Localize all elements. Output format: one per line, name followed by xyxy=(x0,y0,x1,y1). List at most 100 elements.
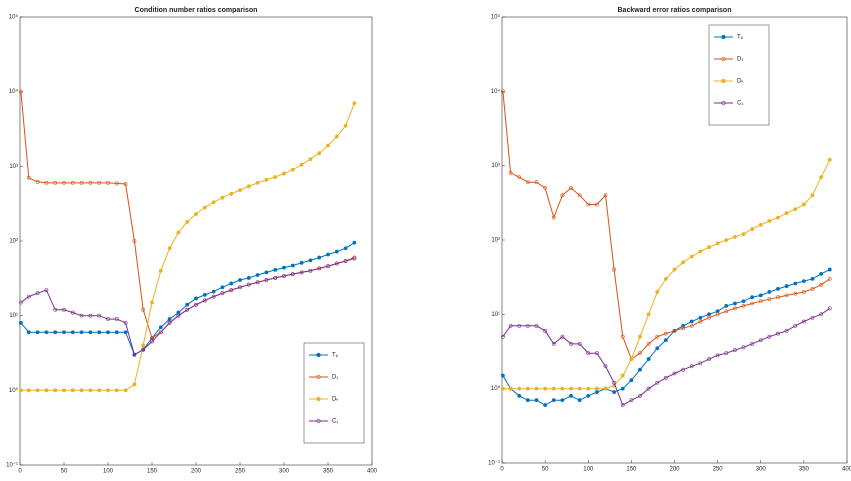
data-point xyxy=(70,330,75,335)
data-point xyxy=(176,230,181,235)
data-point xyxy=(273,268,278,272)
data-point xyxy=(741,299,746,304)
data-point xyxy=(801,290,806,294)
legend-label: Dₖ xyxy=(332,397,339,403)
x-tick-label: 100 xyxy=(583,467,594,473)
data-point xyxy=(141,343,146,348)
data-point xyxy=(750,301,755,306)
y-tick-label: 10⁻¹ xyxy=(6,463,18,469)
data-point xyxy=(724,238,729,242)
data-point xyxy=(810,286,815,291)
data-point xyxy=(246,184,251,189)
data-point xyxy=(326,252,330,257)
data-point xyxy=(525,398,530,403)
data-point xyxy=(308,268,313,273)
data-point xyxy=(114,388,119,393)
data-point xyxy=(326,143,330,148)
data-point xyxy=(150,339,154,344)
data-point xyxy=(246,282,251,287)
data-point xyxy=(801,279,806,283)
data-point xyxy=(97,330,102,335)
data-point xyxy=(698,361,703,366)
data-point xyxy=(70,388,75,393)
data-point xyxy=(106,330,110,335)
data-point xyxy=(534,180,539,185)
data-point xyxy=(750,342,755,346)
data-point xyxy=(551,398,556,403)
data-point xyxy=(334,261,339,266)
chart-title: Backward error ratios comparison xyxy=(618,7,732,14)
data-point xyxy=(784,211,789,216)
data-point xyxy=(681,326,686,331)
x-tick-label: 100 xyxy=(103,469,114,475)
data-point xyxy=(26,175,31,180)
data-point xyxy=(577,193,582,198)
data-point xyxy=(793,207,798,212)
data-point xyxy=(35,330,40,335)
data-point xyxy=(551,215,556,220)
data-point xyxy=(176,310,181,315)
data-point xyxy=(194,296,198,301)
data-point xyxy=(35,179,40,184)
data-point xyxy=(715,309,720,314)
data-point xyxy=(594,390,599,394)
data-point xyxy=(35,388,40,393)
data-point xyxy=(827,157,832,162)
data-point xyxy=(264,177,269,182)
data-point xyxy=(672,371,677,376)
data-point xyxy=(594,386,599,391)
data-point xyxy=(88,313,93,318)
data-point xyxy=(106,388,110,393)
data-point xyxy=(517,175,522,180)
x-tick-label: 400 xyxy=(842,467,851,473)
y-tick-label: 10⁰ xyxy=(491,385,501,392)
data-point xyxy=(543,328,548,333)
data-point xyxy=(560,334,565,339)
data-point xyxy=(53,330,58,335)
data-point xyxy=(97,313,102,318)
data-point xyxy=(724,351,729,356)
data-point xyxy=(586,386,591,391)
data-point xyxy=(141,347,146,352)
data-point xyxy=(689,364,694,369)
x-tick-label: 50 xyxy=(542,467,549,473)
series-line xyxy=(502,91,831,360)
data-point xyxy=(44,330,49,335)
data-point xyxy=(698,315,703,320)
data-point xyxy=(698,319,703,324)
data-point xyxy=(158,268,163,273)
data-point xyxy=(106,317,110,321)
data-point xyxy=(500,334,505,339)
data-point xyxy=(299,260,304,265)
data-point xyxy=(629,357,634,361)
x-tick-label: 350 xyxy=(323,469,334,475)
data-point xyxy=(620,386,625,391)
x-tick-label: 150 xyxy=(626,467,637,473)
data-point xyxy=(508,386,513,391)
y-tick-label: 10¹ xyxy=(9,313,18,319)
data-point xyxy=(698,249,703,254)
data-point xyxy=(229,191,234,196)
data-point xyxy=(758,299,763,304)
data-point xyxy=(525,180,530,185)
data-point xyxy=(689,254,694,259)
data-point xyxy=(638,351,642,356)
x-tick-label: 300 xyxy=(756,467,767,473)
data-point xyxy=(26,294,31,299)
data-point xyxy=(308,258,313,263)
data-point xyxy=(132,382,137,387)
data-point xyxy=(681,260,686,265)
data-point xyxy=(343,123,348,128)
data-point xyxy=(106,180,110,185)
data-point xyxy=(767,219,772,223)
data-point xyxy=(732,348,737,353)
data-point xyxy=(352,101,357,106)
data-point xyxy=(681,367,686,372)
subplot: Condition number ratios comparison 0 50 100… xyxy=(6,7,378,475)
data-point xyxy=(255,180,260,185)
data-point xyxy=(638,367,642,372)
x-tick-label: 250 xyxy=(713,467,724,473)
data-point xyxy=(594,202,599,207)
data-point xyxy=(577,342,582,346)
data-point xyxy=(317,255,322,260)
